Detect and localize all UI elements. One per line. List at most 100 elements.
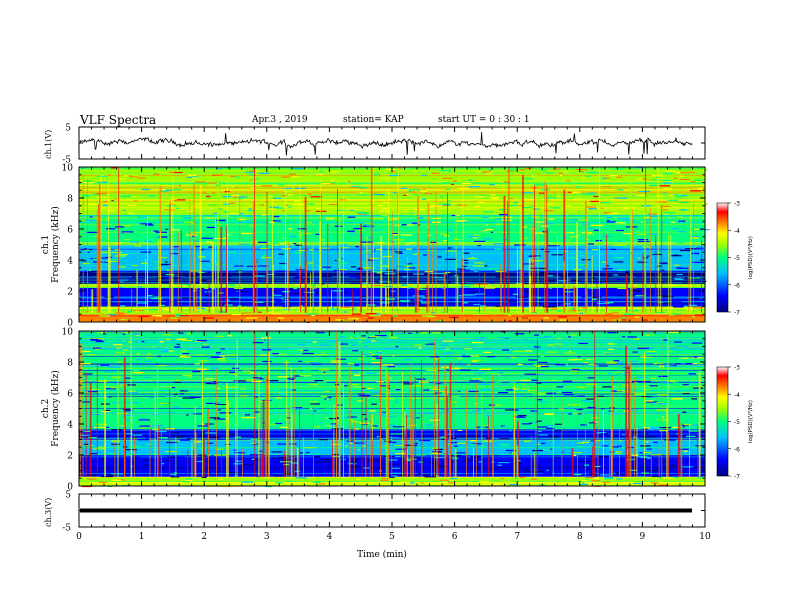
spectrogram-speckle <box>278 353 287 355</box>
spectrogram-speckle <box>253 178 259 180</box>
spectrogram-speckle <box>562 380 573 382</box>
spectrogram-speckle <box>207 182 217 184</box>
spectrogram-speckle <box>127 402 139 404</box>
spectrogram-speckle <box>645 334 654 336</box>
spectrogram-sferic <box>171 274 173 313</box>
spectrogram-sferic <box>221 449 222 477</box>
spectrogram-speckle <box>498 209 502 211</box>
spectrogram-streak <box>79 350 705 352</box>
spectrogram-speckle <box>453 238 461 240</box>
spectrogram-speckle <box>577 307 581 309</box>
spectrogram-speckle <box>229 371 236 373</box>
spectrogram-speckle <box>392 355 395 357</box>
spectrogram-speckle <box>170 203 175 206</box>
spectrogram-speckle <box>269 197 282 199</box>
spectrogram-speckle <box>367 399 372 401</box>
spectrogram-speckle <box>322 266 332 268</box>
spectrogram-speckle <box>358 192 369 194</box>
spectrogram-speckle <box>199 260 210 262</box>
spectrogram-speckle <box>110 479 122 481</box>
spectrogram-speckle <box>577 356 581 358</box>
spectrogram-speckle <box>606 362 617 364</box>
spectrogram-sferic <box>392 211 394 313</box>
spectrogram-speckle <box>233 463 243 465</box>
spectrogram-sferic <box>657 167 659 313</box>
spectrogram-sferic <box>606 234 608 313</box>
spectrogram-speckle <box>471 256 474 259</box>
spectrogram-speckle <box>220 447 225 449</box>
spectrogram-speckle <box>210 367 220 369</box>
spectrogram-speckle <box>688 223 691 225</box>
spectrogram-speckle <box>118 286 123 289</box>
spectrogram-sferic <box>455 201 457 313</box>
spectrogram-speckle <box>113 264 119 266</box>
spectrogram-speckle <box>689 304 698 306</box>
spectrogram-speckle <box>217 360 227 362</box>
spectrogram-speckle <box>186 414 189 416</box>
spectrogram-speckle <box>310 196 323 198</box>
spectrogram-speckle <box>623 232 632 235</box>
spectrogram-sferic <box>336 372 337 477</box>
spectrogram-speckle <box>340 262 348 264</box>
spectrogram-speckle <box>442 380 453 382</box>
spectrogram-sferic <box>82 346 84 477</box>
spectrogram-speckle <box>565 357 577 359</box>
spectrogram-speckle <box>539 401 547 403</box>
spectrogram-speckle <box>99 257 108 259</box>
spectrogram-speckle <box>616 473 626 475</box>
spectrogram-speckle <box>173 246 180 248</box>
spectrogram-speckle <box>156 277 168 279</box>
spectrogram-speckle <box>359 422 370 424</box>
spectrogram-speckle <box>368 434 378 436</box>
y-tick-label: 2 <box>67 452 73 462</box>
spectrogram-speckle <box>489 281 495 283</box>
spectrogram-speckle <box>235 460 242 462</box>
spectrogram-speckle <box>274 422 283 425</box>
spectrogram-streak <box>79 374 705 376</box>
spectrogram-sferic <box>312 240 314 313</box>
spectrogram-speckle <box>111 383 116 385</box>
spectrogram-speckle <box>544 412 555 415</box>
spectrogram-speckle <box>111 251 123 254</box>
spectrogram-speckle <box>344 292 348 294</box>
spectrogram-streak <box>79 283 705 284</box>
spectrogram-speckle <box>658 296 664 298</box>
spectrogram-sferic <box>594 331 596 477</box>
spectrogram-speckle <box>693 307 704 309</box>
spectrogram-speckle <box>222 196 231 198</box>
spectrogram-speckle <box>85 282 89 284</box>
spectrogram-speckle <box>449 339 460 341</box>
spectrogram-speckle <box>121 425 124 427</box>
spectrogram-speckle <box>499 208 507 211</box>
spectrogram-speckle <box>409 338 421 340</box>
spectrogram-speckle <box>624 371 632 373</box>
spectrogram-speckle <box>567 408 580 411</box>
spectrogram-speckle <box>409 482 415 484</box>
spectrogram-sferic <box>568 276 570 313</box>
spectrogram-speckle <box>146 474 150 476</box>
spectrogram-sferic <box>159 231 161 313</box>
spectrogram-speckle <box>302 352 314 355</box>
spectrogram-speckle <box>503 181 510 183</box>
spectrogram-speckle <box>693 179 705 181</box>
spectrogram-speckle <box>401 224 407 226</box>
spectrogram-speckle <box>206 313 211 315</box>
spectrogram-speckle <box>403 415 413 418</box>
spectrogram-streak <box>79 213 705 215</box>
spectrogram-speckle <box>513 350 524 353</box>
spectrogram-speckle <box>267 224 272 226</box>
spectrogram-speckle <box>486 336 497 339</box>
spectrogram-speckle <box>697 363 702 365</box>
spectrogram-speckle <box>209 450 220 452</box>
spectrogram-speckle <box>310 383 319 386</box>
spectrogram-speckle <box>377 445 389 447</box>
spectrogram-speckle <box>429 413 436 415</box>
spectrogram-speckle <box>487 410 497 413</box>
spectrogram-sferic <box>227 400 229 477</box>
spectrogram-speckle <box>173 199 186 201</box>
spectrogram-speckle <box>363 223 368 225</box>
spectrogram-speckle <box>438 462 443 464</box>
spectrogram-sferic <box>366 236 368 313</box>
spectrogram-speckle <box>218 478 224 480</box>
spectrogram-speckle <box>207 291 212 293</box>
